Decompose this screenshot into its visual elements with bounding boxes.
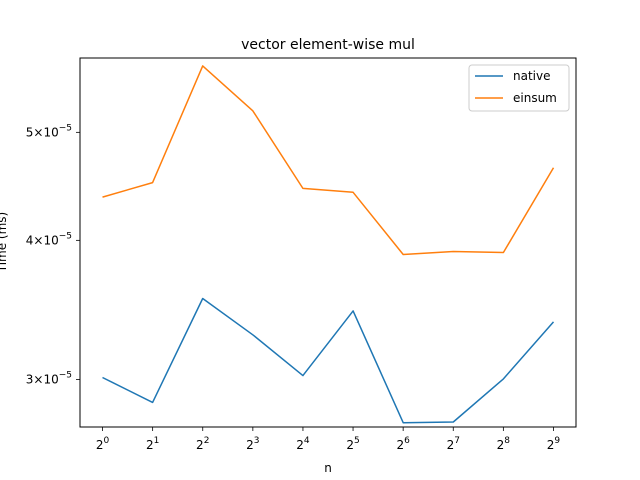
x-tick-label: 23 (246, 436, 259, 452)
x-tick-label: 21 (146, 436, 159, 452)
y-tick-label: 3×10−5 (26, 371, 72, 387)
x-tick-label: 24 (296, 436, 310, 452)
legend-label-einsum: einsum (513, 91, 557, 105)
plot-frame (79, 57, 577, 428)
series-line-einsum (102, 65, 555, 256)
x-tick-label: 22 (196, 436, 209, 452)
chart-title: vector element-wise mul (241, 37, 415, 53)
x-axis: 20 21 22 23 24 25 26 27 28 29 (96, 427, 561, 452)
series-line-native (102, 297, 555, 424)
series-layer (102, 65, 555, 424)
y-axis: 3×10−5 4×10−5 5×10−5 (26, 123, 80, 387)
x-tick-label: 25 (346, 436, 359, 452)
x-tick-label: 27 (447, 436, 460, 452)
x-tick-label: 28 (497, 436, 511, 452)
legend-label-native: native (513, 69, 550, 83)
x-tick-label: 20 (96, 436, 110, 452)
x-tick-label: 29 (547, 436, 561, 452)
legend: native einsum (468, 64, 570, 112)
x-axis-label: n (324, 461, 332, 475)
y-tick-label: 4×10−5 (26, 231, 72, 247)
y-tick-label: 5×10−5 (26, 123, 72, 139)
x-tick-label: 26 (396, 436, 410, 452)
y-axis-label: Time (ms) (0, 212, 9, 274)
